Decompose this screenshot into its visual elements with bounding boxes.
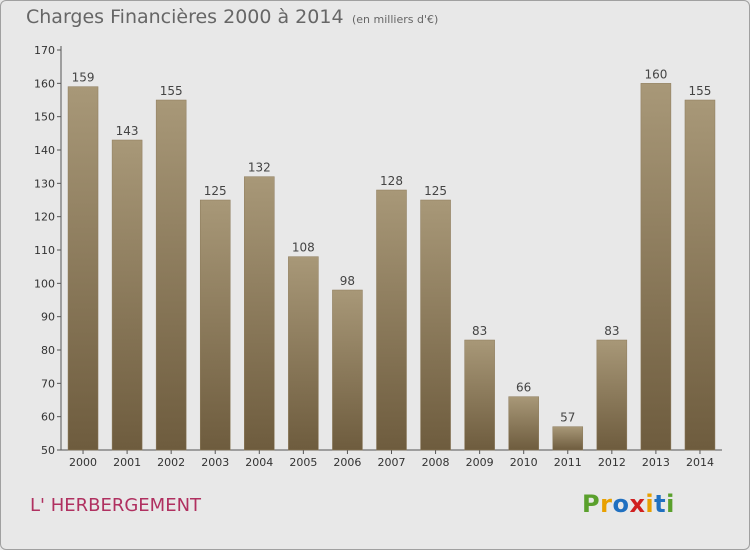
data-label-2002: 155 [160, 84, 183, 98]
chart-unit: (en milliers d'€) [352, 13, 439, 26]
y-tick-label: 60 [41, 411, 55, 424]
bar-2007 [376, 189, 407, 451]
x-tick-label-2012: 2012 [598, 456, 626, 469]
bar-2005 [288, 256, 319, 451]
logo-letter: x [629, 490, 646, 518]
bar-2006 [332, 289, 363, 451]
x-tick-label-2001: 2001 [113, 456, 141, 469]
data-label-2008: 125 [424, 184, 447, 198]
y-tick-label: 170 [34, 44, 55, 57]
x-tick-label-2008: 2008 [422, 456, 450, 469]
x-tick-label-2006: 2006 [333, 456, 361, 469]
x-tick-label-2004: 2004 [245, 456, 273, 469]
data-label-2011: 57 [560, 411, 575, 425]
x-tick-label-2013: 2013 [642, 456, 670, 469]
y-tick-label: 110 [34, 244, 55, 257]
y-tick-label: 70 [41, 377, 55, 390]
data-label-2012: 83 [604, 324, 619, 338]
bar-2014 [684, 99, 716, 451]
bar-2004 [244, 176, 275, 451]
x-tick-label-2010: 2010 [510, 456, 538, 469]
logo-letter: r [600, 490, 613, 518]
x-tick-label-2000: 2000 [69, 456, 97, 469]
commune-name: L' HERBERGEMENT [30, 495, 202, 516]
proxiti-logo[interactable]: Proxiti [582, 490, 675, 518]
x-tick-label-2014: 2014 [686, 456, 714, 469]
bar-2009 [464, 339, 495, 451]
y-tick-label: 100 [34, 277, 55, 290]
y-tick-label: 50 [41, 444, 55, 457]
bar-2012 [596, 339, 628, 451]
x-tick-label-2007: 2007 [378, 456, 406, 469]
chart-title: Charges Financières 2000 à 2014 [26, 6, 344, 28]
bar-2002 [155, 99, 187, 451]
bar-2001 [111, 139, 143, 451]
y-tick-label: 130 [34, 177, 55, 190]
bar-2003 [199, 199, 231, 451]
y-tick-label: 140 [34, 144, 55, 157]
data-label-2009: 83 [472, 324, 487, 338]
data-label-2010: 66 [516, 381, 531, 395]
logo-letter: P [582, 490, 601, 518]
data-label-2007: 128 [380, 174, 403, 188]
bar-2008 [420, 199, 451, 451]
x-tick-label-2011: 2011 [554, 456, 582, 469]
bar-2011 [552, 426, 584, 451]
x-tick-label-2003: 2003 [201, 456, 229, 469]
x-tick-label-2002: 2002 [157, 456, 185, 469]
x-tick-label-2009: 2009 [466, 456, 494, 469]
y-tick-label: 80 [41, 344, 55, 357]
logo-letter: i [645, 490, 655, 518]
y-tick-label: 160 [34, 77, 55, 90]
data-label-2013: 160 [644, 67, 667, 81]
data-label-2005: 108 [292, 241, 315, 255]
y-tick-label: 90 [41, 311, 55, 324]
data-label-2004: 132 [248, 161, 271, 175]
bar-2013 [640, 83, 672, 451]
data-label-2001: 143 [116, 124, 139, 138]
data-label-2014: 155 [689, 84, 712, 98]
logo-letter: t [654, 490, 667, 518]
bar-2000 [67, 86, 99, 451]
bar-2010 [508, 396, 539, 451]
y-tick-label: 150 [34, 111, 55, 124]
logo-letter: o [612, 490, 630, 518]
data-label-2003: 125 [204, 184, 227, 198]
logo-letter: i [666, 490, 675, 518]
data-label-2006: 98 [340, 274, 355, 288]
y-tick-label: 120 [34, 211, 55, 224]
data-label-2000: 159 [72, 71, 95, 85]
x-tick-label-2005: 2005 [289, 456, 317, 469]
